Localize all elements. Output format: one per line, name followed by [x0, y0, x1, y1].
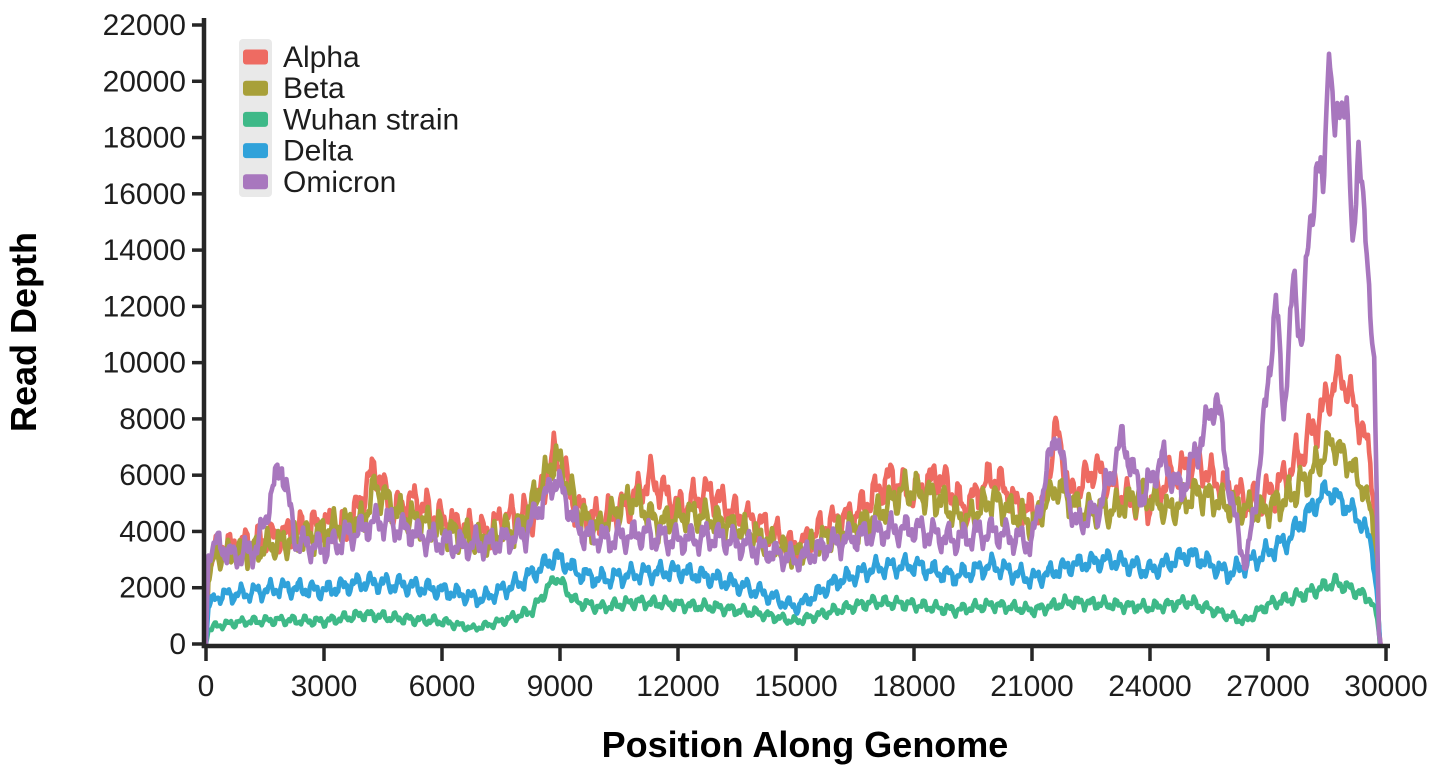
ticks-group [192, 23, 1388, 661]
series-line-omicron [203, 51, 1383, 647]
x-tick-label: 9000 [527, 670, 594, 703]
x-tick-label: 0 [198, 670, 215, 703]
legend-label-wuhan-strain: Wuhan strain [283, 103, 459, 136]
series-line-delta [203, 479, 1383, 647]
y-tick-label: 0 [169, 628, 186, 661]
x-tick-label: 12000 [636, 670, 719, 703]
legend-swatch-beta [243, 80, 268, 96]
legend-label-alpha: Alpha [283, 41, 360, 74]
y-tick-label: 14000 [103, 234, 186, 267]
y-tick-label: 12000 [103, 290, 186, 323]
legend-label-beta: Beta [283, 72, 345, 105]
x-tick-label: 24000 [1108, 670, 1191, 703]
y-tick-label: 10000 [103, 347, 186, 380]
x-tick-label: 30000 [1344, 670, 1427, 703]
x-tick-label: 15000 [754, 670, 837, 703]
x-tick-label: 6000 [409, 670, 476, 703]
y-tick-label: 18000 [103, 122, 186, 155]
y-tick-label: 6000 [119, 459, 186, 492]
legend-swatch-wuhan-strain [243, 111, 268, 127]
y-tick-label: 16000 [103, 178, 186, 211]
axes-group [192, 18, 1390, 661]
x-tick-label: 3000 [291, 670, 358, 703]
x-tick-labels: 0 3000 6000 9000 12000 15000 18000 21000 24000 27… [198, 670, 1428, 703]
series-group [203, 51, 1383, 647]
y-tick-label: 22000 [103, 9, 186, 42]
y-tick-label: 8000 [119, 403, 186, 436]
legend-swatch-omicron [243, 174, 268, 190]
y-axis-title: Read Depth [3, 232, 44, 432]
x-axis-title: Position Along Genome [602, 724, 1009, 765]
x-tick-label: 27000 [1226, 670, 1309, 703]
legend-swatch-delta [243, 143, 268, 159]
legend-swatch-alpha [243, 49, 268, 65]
series-line-wuhan-strain [203, 572, 1383, 647]
legend-label-omicron: Omicron [283, 166, 396, 199]
y-tick-label: 4000 [119, 515, 186, 548]
y-tick-labels: 0 2000 4000 6000 8000 10000 12000 14000 16000 180… [103, 9, 186, 661]
y-tick-label: 20000 [103, 65, 186, 98]
y-tick-label: 2000 [119, 572, 186, 605]
x-tick-label: 18000 [872, 670, 955, 703]
x-tick-label: 21000 [990, 670, 1073, 703]
legend-label-delta: Delta [283, 135, 353, 168]
